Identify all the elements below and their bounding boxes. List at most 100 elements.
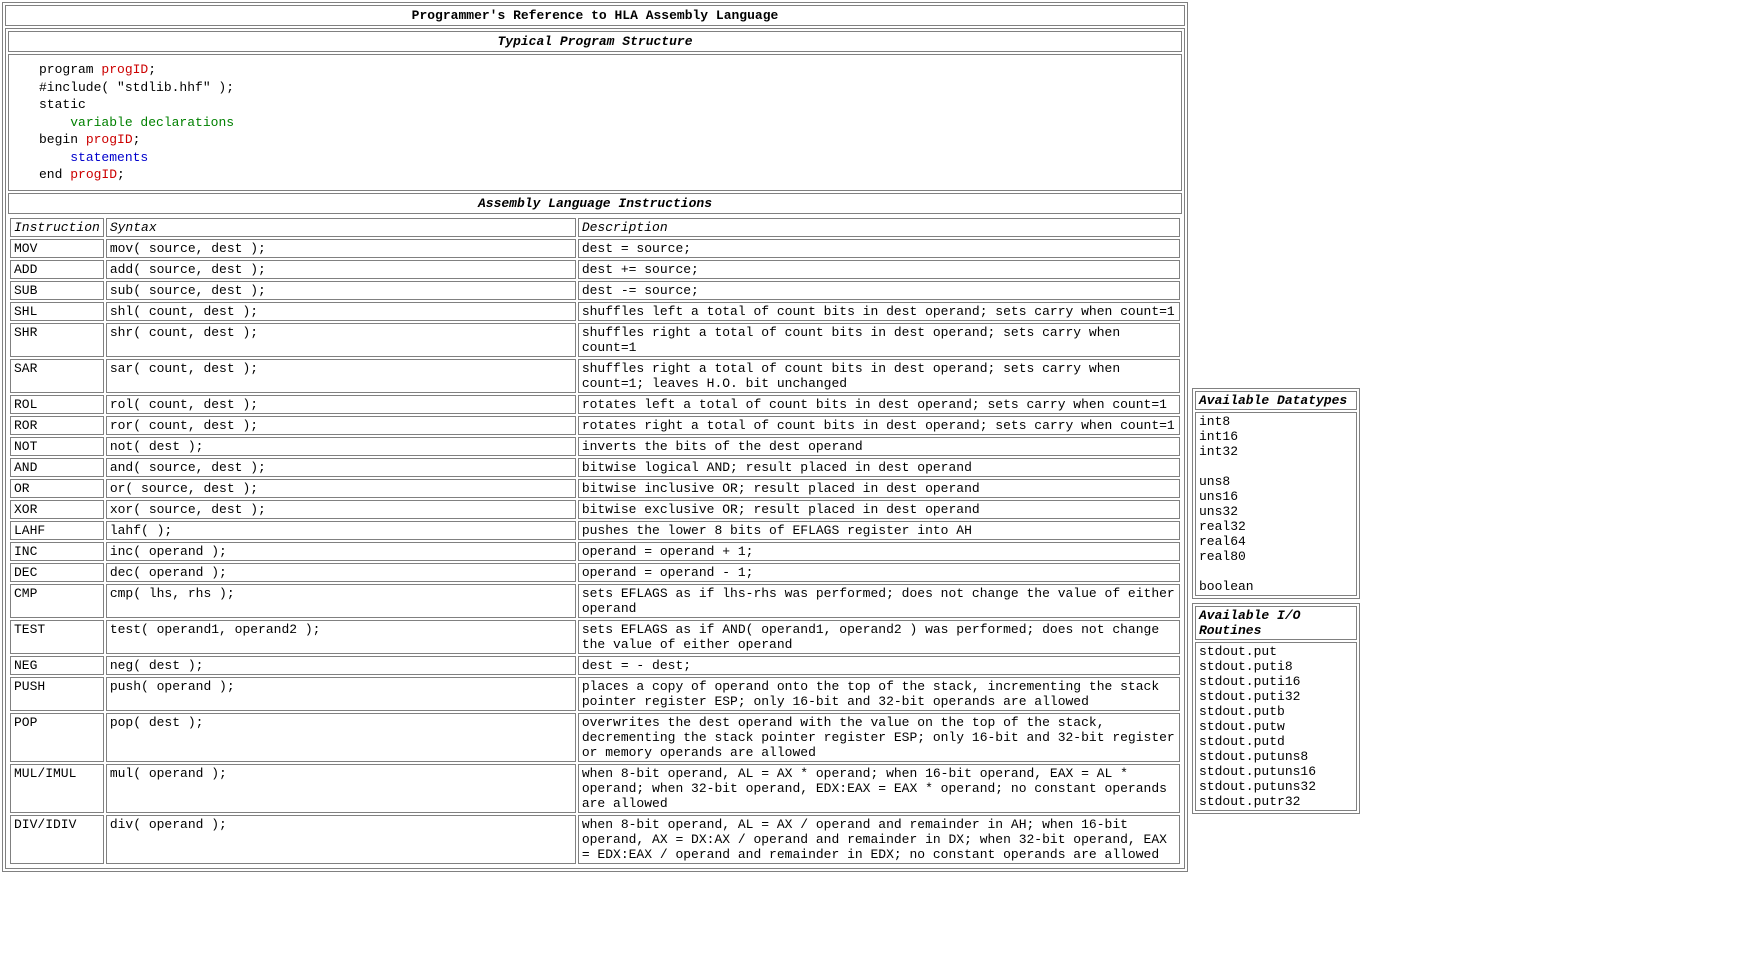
- description-cell: when 8-bit operand, AL = AX / operand an…: [578, 815, 1180, 864]
- syntax-cell: test( operand1, operand2 );: [106, 620, 576, 654]
- instruction-cell: SHL: [10, 302, 104, 321]
- description-cell: shuffles left a total of count bits in d…: [578, 302, 1180, 321]
- syntax-cell: inc( operand );: [106, 542, 576, 561]
- table-row: CMPcmp( lhs, rhs );sets EFLAGS as if lhs…: [10, 584, 1180, 618]
- instruction-cell: SHR: [10, 323, 104, 357]
- instruction-cell: ROR: [10, 416, 104, 435]
- table-row: ADDadd( source, dest );dest += source;: [10, 260, 1180, 279]
- page-title: Programmer's Reference to HLA Assembly L…: [5, 5, 1185, 26]
- instruction-cell: NEG: [10, 656, 104, 675]
- syntax-cell: xor( source, dest );: [106, 500, 576, 519]
- io-routines-heading: Available I/O Routines: [1195, 606, 1357, 640]
- table-row: SHLshl( count, dest );shuffles left a to…: [10, 302, 1180, 321]
- sidebar-column: Available Datatypes int8 int16 int32 uns…: [1190, 0, 1360, 818]
- instruction-cell: LAHF: [10, 521, 104, 540]
- description-cell: bitwise exclusive OR; result placed in d…: [578, 500, 1180, 519]
- instructions-table: Instruction Syntax Description MOVmov( s…: [8, 216, 1182, 866]
- description-cell: bitwise inclusive OR; result placed in d…: [578, 479, 1180, 498]
- instruction-cell: XOR: [10, 500, 104, 519]
- instruction-cell: MOV: [10, 239, 104, 258]
- description-cell: overwrites the dest operand with the val…: [578, 713, 1180, 762]
- syntax-cell: pop( dest );: [106, 713, 576, 762]
- datatypes-heading: Available Datatypes: [1195, 391, 1357, 410]
- syntax-cell: sub( source, dest );: [106, 281, 576, 300]
- syntax-cell: shr( count, dest );: [106, 323, 576, 357]
- instruction-cell: MUL/IMUL: [10, 764, 104, 813]
- instruction-cell: AND: [10, 458, 104, 477]
- description-cell: sets EFLAGS as if lhs-rhs was performed;…: [578, 584, 1180, 618]
- col-header-description: Description: [578, 218, 1180, 237]
- typical-program-heading: Typical Program Structure: [8, 31, 1182, 52]
- table-row: XORxor( source, dest );bitwise exclusive…: [10, 500, 1180, 519]
- typical-program-table: Typical Program Structure program progID…: [5, 28, 1185, 869]
- description-cell: shuffles right a total of count bits in …: [578, 359, 1180, 393]
- description-cell: dest = source;: [578, 239, 1180, 258]
- instruction-cell: DIV/IDIV: [10, 815, 104, 864]
- instruction-cell: INC: [10, 542, 104, 561]
- syntax-cell: lahf( );: [106, 521, 576, 540]
- table-row: ROLrol( count, dest );rotates left a tot…: [10, 395, 1180, 414]
- syntax-cell: cmp( lhs, rhs );: [106, 584, 576, 618]
- table-row: ANDand( source, dest );bitwise logical A…: [10, 458, 1180, 477]
- table-row: MOVmov( source, dest );dest = source;: [10, 239, 1180, 258]
- io-routines-table: Available I/O Routines stdout.put stdout…: [1192, 603, 1360, 814]
- instruction-cell: DEC: [10, 563, 104, 582]
- syntax-cell: ror( count, dest );: [106, 416, 576, 435]
- instruction-cell: TEST: [10, 620, 104, 654]
- instruction-cell: ROL: [10, 395, 104, 414]
- description-cell: operand = operand + 1;: [578, 542, 1180, 561]
- syntax-cell: rol( count, dest );: [106, 395, 576, 414]
- instruction-cell: CMP: [10, 584, 104, 618]
- main-table: Programmer's Reference to HLA Assembly L…: [2, 2, 1188, 872]
- syntax-cell: add( source, dest );: [106, 260, 576, 279]
- datatypes-list: int8 int16 int32 uns8 uns16 uns32 real32…: [1195, 412, 1357, 596]
- instruction-cell: POP: [10, 713, 104, 762]
- table-row: RORror( count, dest );rotates right a to…: [10, 416, 1180, 435]
- table-row: POPpop( dest );overwrites the dest opera…: [10, 713, 1180, 762]
- col-header-instruction: Instruction: [10, 218, 104, 237]
- description-cell: dest += source;: [578, 260, 1180, 279]
- description-cell: sets EFLAGS as if AND( operand1, operand…: [578, 620, 1180, 654]
- instruction-cell: SAR: [10, 359, 104, 393]
- table-row: ORor( source, dest );bitwise inclusive O…: [10, 479, 1180, 498]
- description-cell: shuffles right a total of count bits in …: [578, 323, 1180, 357]
- table-row: MUL/IMULmul( operand );when 8-bit operan…: [10, 764, 1180, 813]
- asm-instructions-heading: Assembly Language Instructions: [8, 193, 1182, 214]
- table-row: INCinc( operand );operand = operand + 1;: [10, 542, 1180, 561]
- table-row: TESTtest( operand1, operand2 );sets EFLA…: [10, 620, 1180, 654]
- description-cell: pushes the lower 8 bits of EFLAGS regist…: [578, 521, 1180, 540]
- main-column: Programmer's Reference to HLA Assembly L…: [0, 0, 1190, 874]
- description-cell: when 8-bit operand, AL = AX * operand; w…: [578, 764, 1180, 813]
- syntax-cell: or( source, dest );: [106, 479, 576, 498]
- io-routines-list: stdout.put stdout.puti8 stdout.puti16 st…: [1195, 642, 1357, 811]
- instruction-cell: NOT: [10, 437, 104, 456]
- description-cell: bitwise logical AND; result placed in de…: [578, 458, 1180, 477]
- table-row: DIV/IDIVdiv( operand );when 8-bit operan…: [10, 815, 1180, 864]
- syntax-cell: shl( count, dest );: [106, 302, 576, 321]
- col-header-syntax: Syntax: [106, 218, 576, 237]
- syntax-cell: sar( count, dest );: [106, 359, 576, 393]
- syntax-cell: mul( operand );: [106, 764, 576, 813]
- datatypes-table: Available Datatypes int8 int16 int32 uns…: [1192, 388, 1360, 599]
- syntax-cell: div( operand );: [106, 815, 576, 864]
- description-cell: dest = - dest;: [578, 656, 1180, 675]
- table-row: NOTnot( dest );inverts the bits of the d…: [10, 437, 1180, 456]
- syntax-cell: push( operand );: [106, 677, 576, 711]
- syntax-cell: not( dest );: [106, 437, 576, 456]
- syntax-cell: mov( source, dest );: [106, 239, 576, 258]
- syntax-cell: and( source, dest );: [106, 458, 576, 477]
- code-sample: program progID; #include( "stdlib.hhf" )…: [8, 54, 1182, 191]
- description-cell: rotates left a total of count bits in de…: [578, 395, 1180, 414]
- description-cell: rotates right a total of count bits in d…: [578, 416, 1180, 435]
- description-cell: inverts the bits of the dest operand: [578, 437, 1180, 456]
- instruction-cell: OR: [10, 479, 104, 498]
- table-row: DECdec( operand );operand = operand - 1;: [10, 563, 1180, 582]
- table-row: LAHFlahf( );pushes the lower 8 bits of E…: [10, 521, 1180, 540]
- syntax-cell: dec( operand );: [106, 563, 576, 582]
- table-row: SHRshr( count, dest );shuffles right a t…: [10, 323, 1180, 357]
- description-cell: operand = operand - 1;: [578, 563, 1180, 582]
- page-root: Programmer's Reference to HLA Assembly L…: [0, 0, 1741, 970]
- table-row: PUSHpush( operand );places a copy of ope…: [10, 677, 1180, 711]
- instruction-cell: PUSH: [10, 677, 104, 711]
- table-row: SUBsub( source, dest );dest -= source;: [10, 281, 1180, 300]
